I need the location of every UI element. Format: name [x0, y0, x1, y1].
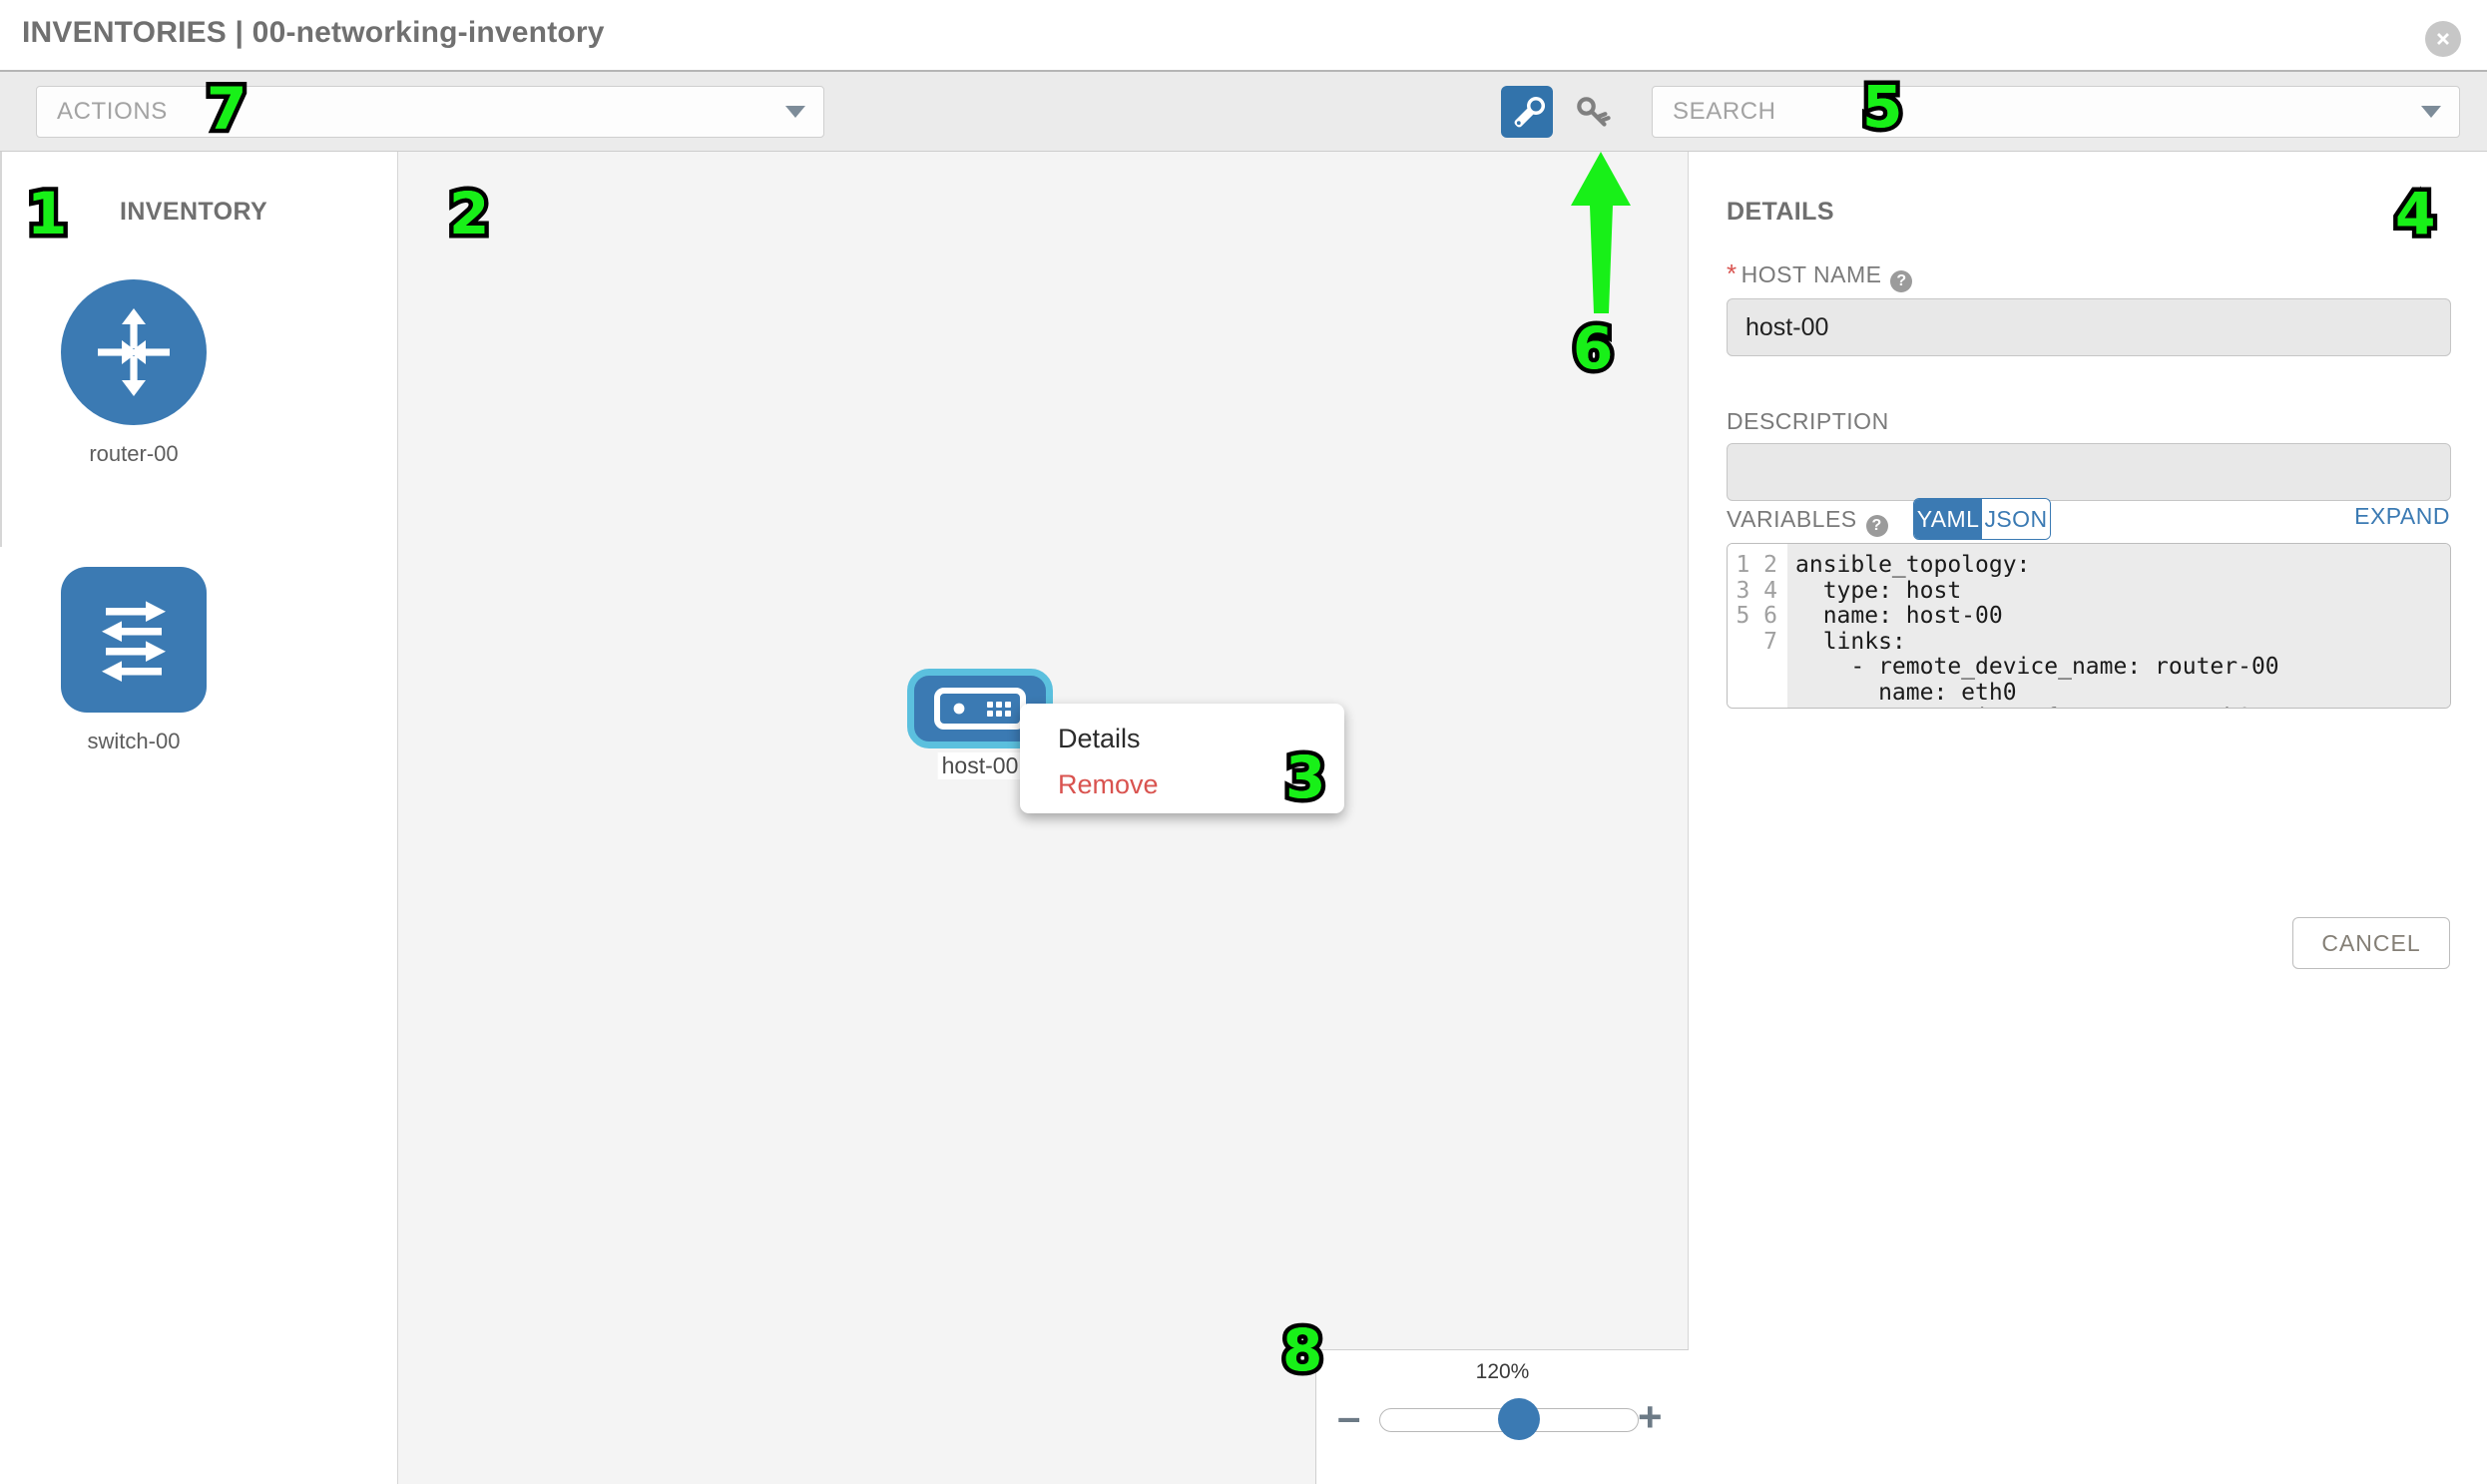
details-heading: DETAILS [1727, 198, 1834, 226]
actions-dropdown-label: ACTIONS [57, 98, 168, 125]
inventory-item-switch[interactable]: switch-00 [24, 567, 244, 754]
inventory-item-label: switch-00 [87, 729, 181, 753]
chevron-down-icon [785, 106, 805, 118]
zoom-in-button[interactable]: + [1638, 1393, 1663, 1440]
inventory-heading: INVENTORY [120, 198, 268, 226]
close-icon[interactable] [2425, 21, 2461, 57]
variables-format-toggle: YAML JSON [1913, 498, 2051, 540]
help-circle-icon[interactable]: ? [1890, 270, 1913, 292]
code-content[interactable]: ansible_topology: type: host name: host-… [1787, 544, 2450, 708]
actions-dropdown[interactable]: ACTIONS [36, 86, 824, 138]
host-name-field[interactable] [1727, 298, 2451, 356]
format-yaml-button[interactable]: YAML [1914, 499, 1982, 539]
switch-icon [61, 567, 207, 713]
description-label: DESCRIPTION [1727, 408, 1889, 434]
chevron-down-icon [2421, 106, 2441, 118]
search-placeholder: SEARCH [1673, 98, 1776, 125]
format-json-button[interactable]: JSON [1982, 499, 2050, 539]
variables-label: VARIABLES? [1727, 506, 1888, 537]
zoom-out-button[interactable]: – [1337, 1393, 1361, 1440]
node-context-menu: Details Remove [1020, 704, 1344, 813]
search-input[interactable]: SEARCH [1652, 86, 2460, 138]
host-name-label-text: HOST NAME [1741, 261, 1882, 287]
description-field[interactable] [1727, 443, 2451, 501]
zoom-percent-label: 120% [1475, 1360, 1530, 1383]
context-menu-details[interactable]: Details [1058, 724, 1141, 753]
inventory-item-router[interactable]: router-00 [24, 279, 244, 467]
topology-canvas[interactable]: host-00 [397, 152, 1689, 1484]
host-name-label: * HOST NAME? [1727, 258, 1913, 292]
context-menu-remove[interactable]: Remove [1058, 769, 1159, 799]
code-line-numbers: 1 2 3 4 5 6 7 [1728, 544, 1787, 708]
router-icon [61, 279, 207, 425]
variables-label-text: VARIABLES [1727, 506, 1857, 532]
cancel-button[interactable]: CANCEL [2292, 917, 2450, 969]
key-icon[interactable] [1567, 86, 1619, 138]
topology-node-label: host-00 [937, 752, 1023, 779]
inventory-divider [0, 152, 2, 547]
zoom-slider-thumb[interactable] [1498, 1398, 1540, 1440]
required-marker: * [1727, 258, 1738, 288]
variables-code-editor[interactable]: 1 2 3 4 5 6 7 ansible_topology: type: ho… [1727, 543, 2451, 709]
help-circle-icon[interactable]: ? [1865, 515, 1888, 537]
expand-variables-link[interactable]: EXPAND [2354, 503, 2450, 529]
wrench-icon[interactable] [1501, 86, 1553, 138]
page-title: INVENTORIES | 00-networking-inventory [22, 16, 605, 49]
details-panel: DETAILS *HOST NAME? DESCRIPTION VARIABLE… [1690, 152, 2487, 1484]
inventory-item-label: router-00 [89, 441, 179, 466]
window-title-bar: INVENTORIES | 00-networking-inventory [0, 0, 2487, 72]
zoom-control: 120% – + [1315, 1349, 1689, 1484]
